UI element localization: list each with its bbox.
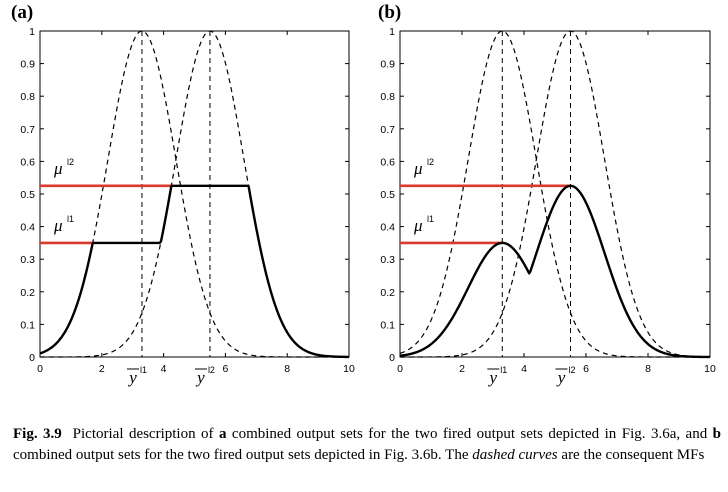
panel-b-consequent-mfs	[399, 30, 711, 358]
mu-label-1: μ	[53, 216, 63, 235]
ybar-sup-2: l2	[208, 365, 215, 375]
x-tick-label: 8	[645, 363, 651, 375]
panel-a-firing-lines	[40, 184, 172, 245]
ybar-label-2: y	[195, 368, 205, 387]
ybar-sup-1: l1	[140, 365, 147, 375]
caption-b: b	[712, 426, 721, 442]
mu-label-1: μ	[413, 216, 423, 235]
panel-b: (b) 0 0.1 0.2 0.3 0.4 0.5 0.6 0.7 0.8 0.9 1 0 2 4 6 8 1…	[378, 2, 716, 387]
caption-part1: Pictorial description of	[72, 426, 219, 442]
mu-label-2: μ	[53, 159, 63, 178]
x-tick-label: 4	[521, 363, 527, 375]
panel-a-frame	[39, 30, 350, 358]
consequent-mf-1	[39, 30, 349, 358]
y-tick-label: 0.5	[380, 189, 395, 201]
x-tick-label: 0	[397, 363, 403, 375]
y-tick-label: 0.1	[380, 319, 395, 331]
panel-b-annotations: μ l1μ l2y l1 y l2	[413, 157, 576, 387]
combined-output-curve	[399, 184, 711, 359]
caption-a: a	[218, 426, 227, 442]
y-tick-label: 0.3	[380, 254, 395, 266]
caption-dashed: dashed curves	[472, 447, 558, 463]
y-tick-label: 0.6	[20, 156, 35, 168]
panel-a-label: (a)	[11, 2, 33, 23]
combined-output-curve	[39, 184, 350, 359]
figure-caption: Fig. 3.9 Pictorial description of a comb…	[13, 424, 721, 466]
x-tick-label: 4	[161, 363, 167, 375]
y-tick-label: 0.2	[20, 287, 35, 299]
ybar-sup-1: l1	[500, 365, 507, 375]
x-tick-label: 10	[343, 363, 355, 375]
consequent-mf-1	[399, 30, 710, 358]
y-tick-label: 0.7	[20, 124, 35, 136]
x-tick-label: 10	[704, 363, 716, 375]
panel-a-x-axis: 0 2 4 6 8 10	[37, 31, 355, 375]
mu-label-sup-1: l1	[427, 214, 434, 224]
y-tick-label: 0.9	[380, 59, 395, 71]
x-tick-label: 0	[37, 363, 43, 375]
mu-label-sup-2: l2	[427, 157, 434, 167]
panel-b-x-axis: 0 2 4 6 8 10	[397, 31, 716, 375]
panel-a-y-axis: 0 0.1 0.2 0.3 0.4 0.5 0.6 0.7 0.8 0.9 1	[20, 26, 349, 364]
panel-a-combined-output	[39, 184, 350, 359]
panel-a-consequent-mfs	[39, 30, 350, 358]
panel-b-y-axis: 0 0.1 0.2 0.3 0.4 0.5 0.6 0.7 0.8 0.9 1	[380, 26, 710, 364]
y-tick-label: 0.8	[20, 91, 35, 103]
y-tick-label: 0.9	[20, 59, 35, 71]
panel-b-combined-output	[399, 184, 711, 359]
panel-b-label: (b)	[378, 2, 401, 23]
y-tick-label: 0.5	[20, 189, 35, 201]
figure: (a) 0 0.1 0.2 0.3 0.4 0.5 0.6 0.7 0.8 0.9 1 0 2 4 6 8 1…	[11, 2, 716, 387]
mu-label-2: μ	[413, 159, 423, 178]
x-tick-label: 8	[284, 363, 290, 375]
y-tick-label: 1	[389, 26, 395, 38]
caption-fig-label: Fig. 3.9	[13, 426, 62, 442]
y-tick-label: 0.6	[380, 156, 395, 168]
panel-b-firing-lines	[400, 184, 571, 245]
x-tick-label: 2	[459, 363, 465, 375]
mu-label-sup-1: l1	[67, 214, 74, 224]
y-tick-label: 0.1	[20, 319, 35, 331]
ybar-label-1: y	[488, 368, 498, 387]
mu-label-sup-2: l2	[67, 157, 74, 167]
y-tick-label: 0.3	[20, 254, 35, 266]
x-tick-label: 6	[222, 363, 228, 375]
caption-part3: combined output sets for the two fired o…	[13, 447, 473, 463]
y-tick-label: 0.7	[380, 124, 395, 136]
panel-b-frame	[399, 30, 711, 358]
y-tick-label: 1	[29, 26, 35, 38]
consequent-mf-2	[40, 30, 350, 358]
y-tick-label: 0.4	[20, 222, 35, 234]
x-tick-label: 6	[583, 363, 589, 375]
y-tick-label: 0.4	[380, 222, 395, 234]
ybar-sup-2: l2	[569, 365, 576, 375]
y-tick-label: 0.2	[380, 287, 395, 299]
panel-a-annotations: μ l1μ l2y l1 y l2	[53, 157, 215, 387]
consequent-mf-2	[400, 30, 711, 358]
y-tick-label: 0	[29, 352, 35, 364]
caption-part4: are the consequent MFs	[557, 447, 705, 463]
y-tick-label: 0	[389, 352, 395, 364]
x-tick-label: 2	[99, 363, 105, 375]
y-tick-label: 0.8	[380, 91, 395, 103]
panel-a: (a) 0 0.1 0.2 0.3 0.4 0.5 0.6 0.7 0.8 0.9 1 0 2 4 6 8 1…	[11, 2, 355, 387]
ybar-label-2: y	[556, 368, 566, 387]
caption-part2: combined output sets for the two fired o…	[226, 426, 713, 442]
ybar-label-1: y	[127, 368, 137, 387]
